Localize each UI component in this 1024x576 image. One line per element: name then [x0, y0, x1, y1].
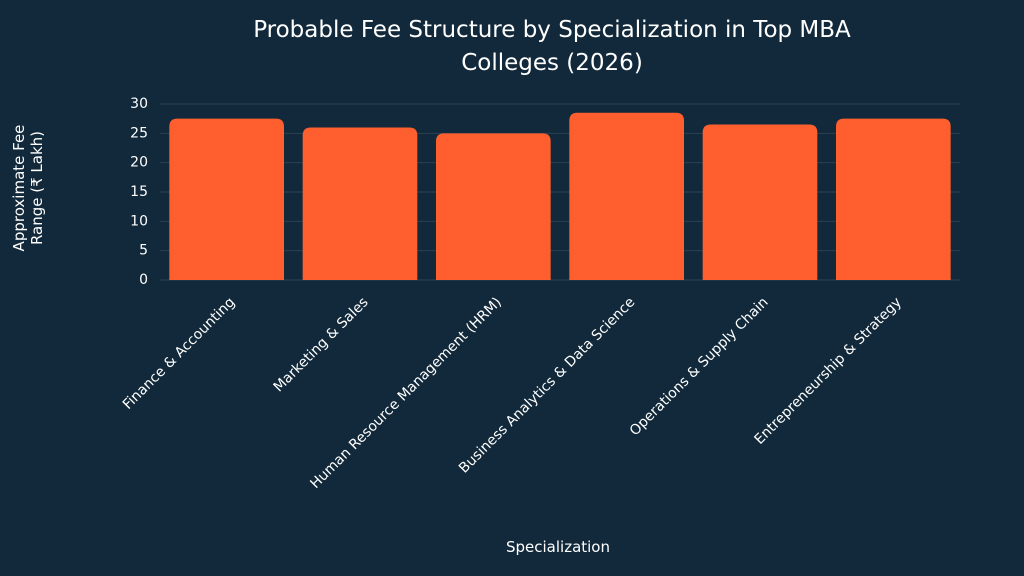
y-tick-label: 25	[130, 125, 148, 141]
bar	[169, 118, 284, 281]
y-tick-label: 0	[139, 272, 148, 288]
bar	[302, 127, 418, 280]
y-tick-label: 10	[130, 213, 148, 229]
x-axis-label: Specialization	[505, 538, 610, 556]
x-tick-label: Operations & Supply Chain	[627, 294, 772, 439]
x-tick-label: Marketing & Sales	[271, 294, 372, 395]
y-tick-label: 30	[130, 96, 148, 112]
chart-title: Probable Fee Structure by Specialization…	[253, 17, 851, 76]
x-tick-label: Entrepreneurship & Strategy	[751, 294, 905, 448]
bar	[436, 133, 551, 280]
y-tick-label: 5	[139, 243, 148, 259]
bar	[836, 118, 951, 281]
x-tick-label: Finance & Accounting	[120, 294, 238, 412]
bar	[569, 112, 684, 280]
bar	[702, 124, 818, 281]
y-tick-label: 20	[130, 155, 148, 171]
y-tick-label: 15	[130, 184, 148, 200]
